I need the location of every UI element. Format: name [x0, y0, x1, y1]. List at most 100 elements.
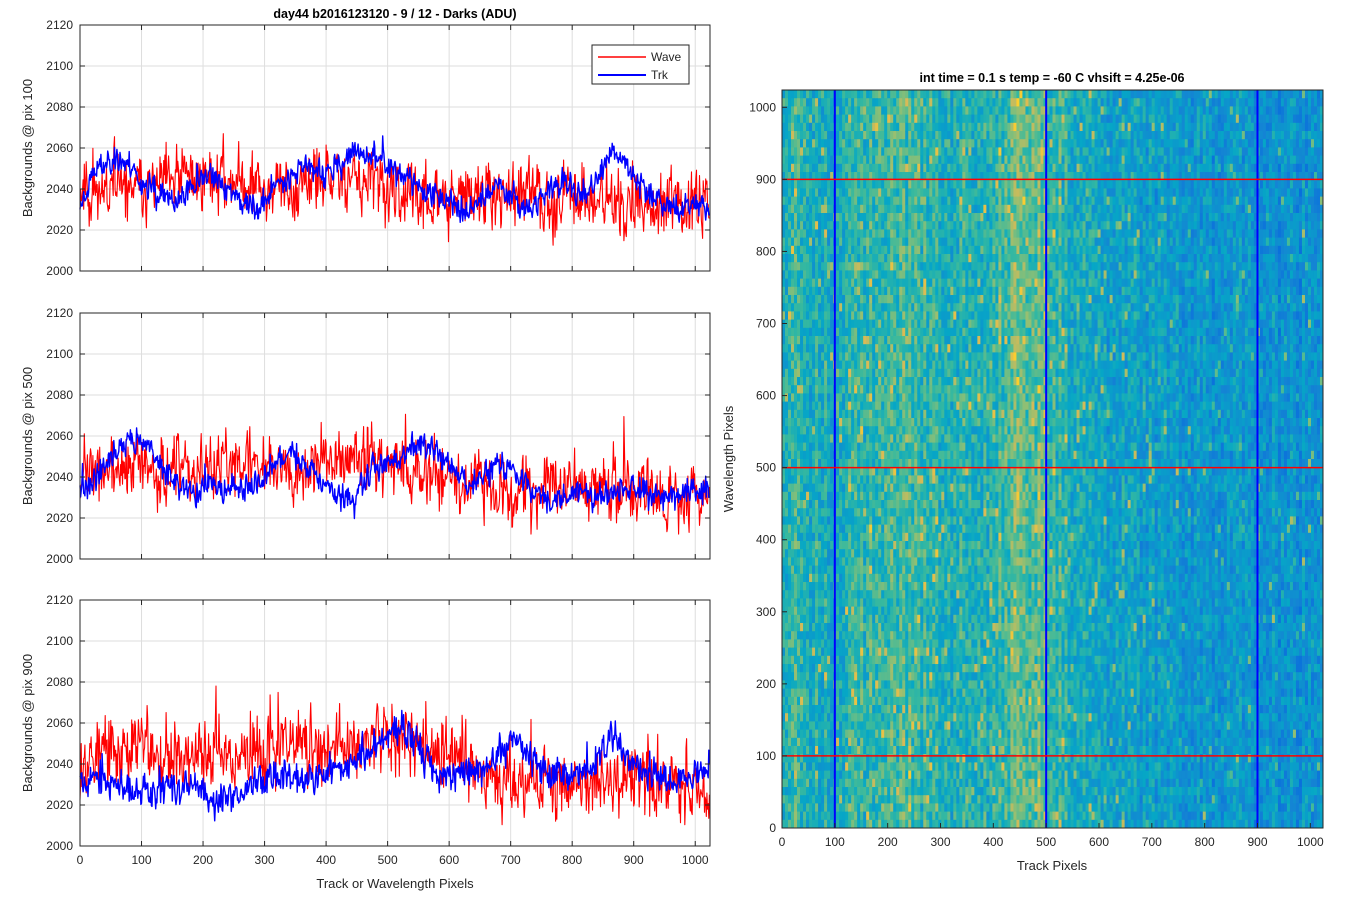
heatmap-cell [800, 131, 804, 140]
heatmap-cell [860, 245, 864, 255]
heatmap-cell [818, 229, 822, 238]
heatmap-cell [842, 393, 846, 402]
heatmap-cell [908, 237, 912, 247]
heatmap-cell [899, 213, 903, 222]
heatmap-cell [890, 737, 894, 747]
heatmap-cell [851, 188, 855, 197]
heatmap-cell [866, 500, 870, 509]
heatmap-cell [818, 319, 822, 329]
heatmap-cell [863, 352, 867, 361]
heatmap-cell [887, 811, 891, 821]
heatmap-cell [938, 746, 942, 755]
heatmap-cell [875, 450, 879, 460]
heatmap-cell [785, 147, 789, 156]
heatmap-cell [791, 590, 795, 599]
heatmap-cell [845, 557, 849, 566]
heatmap-cell [920, 549, 924, 558]
heatmap-cell [917, 680, 921, 689]
heatmap-cell [905, 401, 909, 411]
heatmap-cell [800, 795, 804, 804]
heatmap-cell [872, 188, 876, 197]
heatmap-cell [923, 90, 927, 99]
heatmap-cell [920, 270, 924, 279]
heatmap-cell [866, 434, 870, 443]
heatmap-cell [836, 598, 840, 607]
heatmap-cell [905, 795, 909, 804]
heatmap-cell [815, 532, 819, 542]
heatmap-cell [821, 106, 825, 115]
heatmap-cell [827, 188, 831, 197]
heatmap-cell [926, 254, 930, 263]
heatmap-cell [836, 106, 840, 115]
x-tick-label: 700 [501, 853, 521, 867]
heatmap-cell [824, 401, 828, 411]
heatmap-cell [815, 475, 819, 484]
heatmap-cell [866, 442, 870, 452]
heatmap-cell [818, 254, 822, 263]
heatmap-cell [794, 713, 798, 722]
heatmap-cell [920, 598, 924, 607]
heatmap-cell [827, 762, 831, 771]
heatmap-cell [896, 483, 900, 493]
heatmap-cell [857, 811, 861, 821]
heatmap-cell [905, 295, 909, 304]
heatmap-cell [872, 401, 876, 411]
heatmap-cell [902, 114, 906, 124]
heatmap-cell [905, 491, 909, 501]
heatmap-cell [932, 295, 936, 304]
heatmap-cell [788, 434, 792, 443]
heatmap-cell [836, 360, 840, 370]
heatmap-cell [824, 573, 828, 583]
heatmap-cell [791, 327, 795, 337]
heatmap-cell [803, 713, 807, 722]
heatmap-cell [797, 467, 801, 476]
heatmap-cell [923, 114, 927, 124]
heatmap-cell [866, 746, 870, 755]
heatmap-cell [863, 327, 867, 337]
heatmap-cell [785, 262, 789, 271]
heatmap-cell [860, 696, 864, 706]
heatmap-cell [812, 811, 816, 821]
heatmap-cell [869, 377, 873, 386]
heatmap-cell [911, 573, 915, 583]
heatmap-cell [803, 565, 807, 575]
heatmap-cell [929, 746, 933, 755]
heatmap-cell [854, 450, 858, 460]
heatmap-cell [806, 221, 810, 230]
heatmap-cell [866, 696, 870, 706]
heatmap-cell [845, 516, 849, 525]
heatmap-cell [881, 770, 885, 780]
heatmap-cell [827, 696, 831, 706]
heatmap-cell [797, 327, 801, 337]
heatmap-cell [902, 631, 906, 640]
heatmap-cell [890, 557, 894, 566]
heatmap-cell [788, 557, 792, 566]
heatmap-cell [926, 393, 930, 402]
heatmap-cell [827, 213, 831, 222]
heatmap-cell [932, 114, 936, 124]
heatmap-cell [929, 819, 933, 829]
heatmap-cell [821, 483, 825, 493]
heatmap-cell [791, 434, 795, 443]
heatmap-cell [914, 598, 918, 607]
heatmap-cell [932, 434, 936, 443]
heatmap-cell [785, 196, 789, 206]
heatmap-cell [851, 311, 855, 320]
y-tick-label: 2020 [46, 798, 73, 812]
heatmap-cell [869, 770, 873, 780]
heatmap-cell [860, 131, 864, 140]
heatmap-cell [905, 418, 909, 427]
heatmap-cell [893, 721, 897, 730]
heatmap-cell [914, 508, 918, 517]
heatmap-cell [839, 319, 843, 329]
heatmap-cell [809, 147, 813, 156]
heatmap-cell [866, 729, 870, 739]
heatmap-cell [905, 237, 909, 247]
heatmap-cell [818, 590, 822, 599]
heatmap-cell [866, 787, 870, 796]
heatmap-cell [878, 213, 882, 222]
heatmap-cell [794, 508, 798, 517]
heatmap-cell [890, 114, 894, 124]
heatmap-cell [791, 155, 795, 165]
heatmap-cell [788, 524, 792, 534]
